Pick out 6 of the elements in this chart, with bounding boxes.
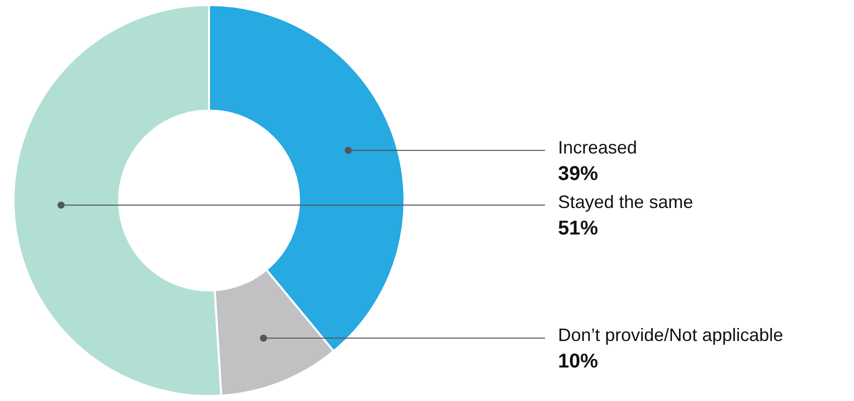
slice-label: Don’t provide/Not applicable	[558, 325, 784, 346]
data-label: 39%	[558, 162, 598, 185]
data-label: 51%	[558, 218, 598, 240]
slice-label: Increased	[558, 137, 638, 158]
data-label: 10%	[558, 350, 598, 373]
slice-label: Stayed the same	[558, 192, 694, 212]
